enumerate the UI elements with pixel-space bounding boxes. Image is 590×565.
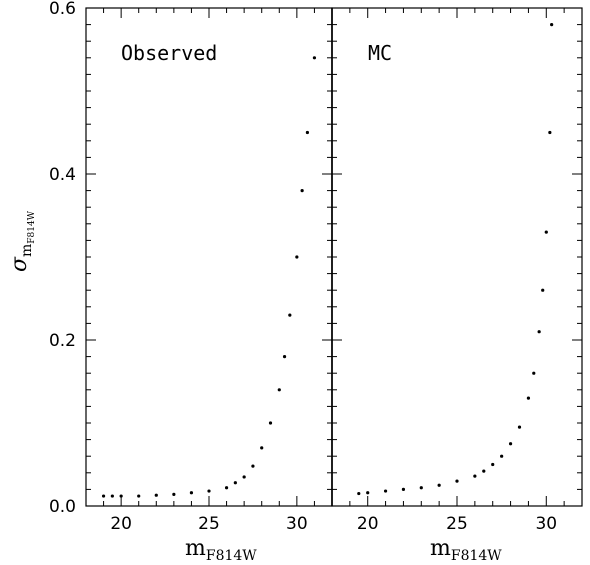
left-data-point: [268, 421, 273, 425]
left-data-point: [172, 492, 176, 496]
right-panel-label: MC: [368, 41, 392, 65]
y-tick-label: 0.0: [49, 497, 76, 517]
right-data-point: [541, 288, 545, 292]
y-tick-labels: 0.0 0.2 0.4 0.6: [49, 0, 76, 517]
right-x-tick-label: 30: [535, 514, 557, 534]
right-data-point: [401, 487, 406, 491]
right-data-point: [419, 486, 423, 490]
right-panel: MC: [331, 7, 583, 507]
right-data-point: [537, 330, 541, 334]
right-data-point: [532, 371, 536, 375]
right-data-point: [366, 491, 370, 495]
left-axis-ticks: [85, 7, 333, 507]
left-x-label-main: m: [185, 536, 206, 561]
right-panel-frame: [331, 7, 583, 507]
left-data-point: [242, 475, 246, 479]
left-data-point: [312, 56, 317, 60]
right-data-point: [491, 462, 495, 467]
left-panel-label: Observed: [121, 41, 217, 65]
left-scatter-points: [101, 56, 317, 498]
right-data-point: [526, 396, 531, 400]
left-data-point: [137, 494, 141, 498]
right-x-axis-label: mF814W: [430, 536, 502, 564]
left-data-point: [305, 130, 309, 135]
y-tick-label: 0.6: [49, 0, 76, 19]
left-x-tick-labels: 20 25 30: [110, 514, 307, 534]
left-data-point: [154, 493, 158, 497]
left-data-point: [189, 491, 194, 495]
y-label-sub-m: m: [19, 244, 35, 257]
left-x-tick-label: 20: [110, 514, 132, 534]
right-data-point: [517, 425, 522, 429]
left-data-point: [207, 489, 211, 493]
left-data-point: [233, 481, 237, 485]
y-tick-label: 0.2: [49, 331, 76, 351]
right-x-label-main: m: [430, 536, 451, 561]
left-data-point: [295, 255, 299, 259]
y-label-sigma: σ: [7, 256, 32, 272]
right-x-label-sub: F814W: [451, 548, 502, 564]
y-tick-label: 0.4: [49, 165, 76, 185]
left-data-point: [277, 388, 281, 392]
left-data-point: [101, 494, 106, 498]
svg-text:σmF814W: σmF814W: [7, 210, 37, 272]
left-panel-frame: [85, 7, 333, 507]
right-data-point: [548, 130, 552, 135]
right-data-point: [508, 442, 513, 446]
right-axis-ticks: [331, 7, 583, 507]
left-data-point: [260, 446, 264, 450]
right-x-tick-labels: 20 25 30: [357, 514, 557, 534]
left-data-point: [251, 464, 255, 468]
left-x-tick-label: 30: [286, 514, 308, 534]
y-axis-label: σmF814W: [7, 210, 37, 272]
right-data-point: [482, 469, 486, 473]
left-data-point: [288, 313, 292, 317]
left-x-label-sub: F814W: [206, 548, 257, 564]
right-data-point: [357, 491, 361, 496]
right-scatter-points: [357, 23, 554, 496]
left-panel: Observed: [85, 7, 333, 507]
right-x-tick-label: 20: [357, 514, 379, 534]
left-data-point: [300, 189, 304, 193]
right-data-point: [437, 483, 441, 487]
right-data-point: [550, 23, 554, 27]
right-data-point: [500, 454, 504, 458]
right-data-point: [473, 474, 477, 478]
svg-text:mF814W: mF814W: [430, 536, 502, 564]
left-data-point: [224, 486, 229, 490]
right-x-tick-label: 25: [446, 514, 468, 534]
right-data-point: [383, 489, 388, 493]
left-x-axis-label: mF814W: [185, 536, 257, 564]
left-data-point: [110, 494, 114, 498]
right-data-point: [544, 230, 548, 234]
left-data-point: [282, 355, 287, 359]
svg-text:mF814W: mF814W: [185, 536, 257, 564]
y-label-sub-sub: F814W: [27, 210, 37, 243]
left-x-tick-label: 25: [198, 514, 220, 534]
right-data-point: [455, 479, 459, 483]
